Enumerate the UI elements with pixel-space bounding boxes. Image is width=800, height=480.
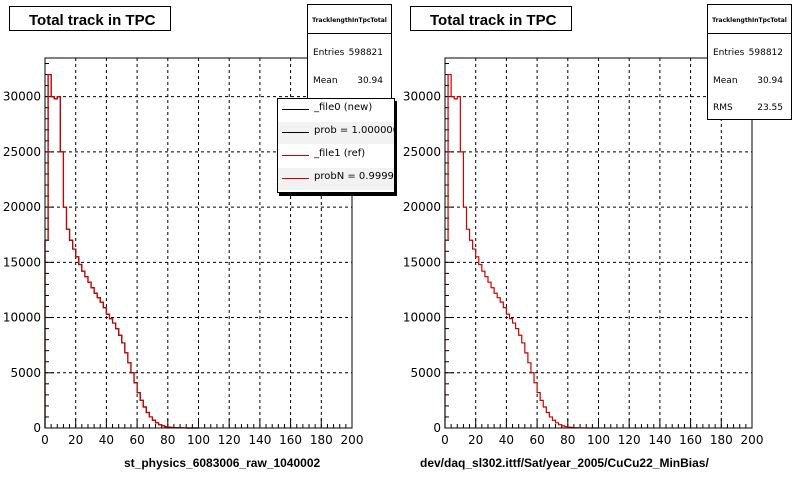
y-tick-label: 25000 <box>403 145 441 159</box>
y-tick-label: 25000 <box>3 145 41 159</box>
stats-row-mean: Mean 30.94 <box>313 76 383 86</box>
x-tick-label: 100 <box>587 433 610 447</box>
x-tick-label: 80 <box>560 433 575 447</box>
x-tick-label: 20 <box>68 433 83 447</box>
x-tick-label: 140 <box>648 433 671 447</box>
x-tick-label: 140 <box>248 433 271 447</box>
x-tick-label: 160 <box>279 433 302 447</box>
x-tick-label: 120 <box>618 433 641 447</box>
y-tick-label: 30000 <box>403 90 441 104</box>
y-tick-label: 20000 <box>3 200 41 214</box>
stats-divider <box>308 33 391 34</box>
x-tick-label: 0 <box>41 433 49 447</box>
x-tick-label: 60 <box>129 433 144 447</box>
x-tick-label: 80 <box>160 433 175 447</box>
x-tick-label: 120 <box>218 433 241 447</box>
x-tick-label: 160 <box>679 433 702 447</box>
x-tick-label: 0 <box>441 433 449 447</box>
x-tick-label: 20 <box>468 433 483 447</box>
y-tick-label: 10000 <box>403 311 441 325</box>
legend-text: _file0 (new) <box>314 102 373 113</box>
x-tick-label: 40 <box>99 433 114 447</box>
stats-value: 598812 <box>748 48 783 58</box>
chart-title-left: Total track in TPC <box>9 6 171 31</box>
y-tick-label: 0 <box>33 421 41 435</box>
y-tick-label: 30000 <box>3 90 41 104</box>
y-tick-label: 0 <box>433 421 441 435</box>
x-tick-label: 200 <box>741 433 764 447</box>
legend-entry-new: _file0 (new) <box>278 99 394 121</box>
legend-entry-ref: _file1 (ref) <box>278 145 394 167</box>
stats-name: TracklengthInTpcTotal <box>712 17 787 24</box>
legend-text: prob = 1.000000 <box>314 125 395 136</box>
histogram-series-0 <box>444 73 599 429</box>
x-tick-label: 200 <box>341 433 364 447</box>
stats-box-right: TracklengthInTpcTotal Entries 598812 Mea… <box>707 4 792 120</box>
y-tick-label: 5000 <box>410 366 441 380</box>
y-tick-label: 10000 <box>3 311 41 325</box>
stats-label: RMS <box>713 103 733 113</box>
legend-text: probN = 0.999975 <box>314 171 394 182</box>
legend-line <box>282 109 309 110</box>
stats-value: 598821 <box>348 48 383 58</box>
stats-row-mean: Mean 30.94 <box>713 76 783 86</box>
stats-label: Entries <box>713 48 745 58</box>
stats-row-entries: Entries 598821 <box>313 48 383 58</box>
legend-entry-prob: prob = 1.000000 <box>278 122 394 144</box>
legend-box: _file0 (new) prob = 1.000000 _file1 (ref… <box>277 98 395 193</box>
legend-line <box>282 132 309 133</box>
histogram-series-0 <box>44 73 199 429</box>
y-tick-label: 15000 <box>3 255 41 269</box>
stats-divider <box>708 33 791 34</box>
histogram-series-1 <box>44 73 199 429</box>
x-caption-left: st_physics_6083006_raw_1040002 <box>124 456 321 470</box>
y-tick-label: 5000 <box>10 366 41 380</box>
x-tick-label: 180 <box>310 433 333 447</box>
x-tick-label: 100 <box>187 433 210 447</box>
stats-label: Mean <box>713 76 738 86</box>
plot-frame <box>444 57 753 429</box>
x-caption-right: dev/daq_sl302.ittf/Sat/year_2005/CuCu22_… <box>420 456 709 470</box>
x-tick-label: 60 <box>529 433 544 447</box>
stats-label: Mean <box>313 76 338 86</box>
stats-value: 30.94 <box>757 76 783 86</box>
y-tick-label: 20000 <box>403 200 441 214</box>
legend-entry-probn: probN = 0.999975 <box>278 168 394 190</box>
stats-label: Entries <box>313 48 345 58</box>
plot-frame <box>44 57 353 429</box>
stats-row-rms: RMS 23.55 <box>713 103 783 113</box>
chart-title-right: Total track in TPC <box>410 6 572 31</box>
stats-name: TracklengthInTpcTotal <box>312 17 387 24</box>
x-tick-label: 180 <box>710 433 733 447</box>
x-tick-label: 40 <box>499 433 514 447</box>
legend-line <box>282 155 309 156</box>
stats-value: 23.55 <box>757 103 783 113</box>
y-tick-label: 15000 <box>403 255 441 269</box>
stats-value: 30.94 <box>357 76 383 86</box>
legend-line <box>282 178 309 179</box>
legend-text: _file1 (ref) <box>314 148 366 159</box>
stats-row-entries: Entries 598812 <box>713 48 783 58</box>
